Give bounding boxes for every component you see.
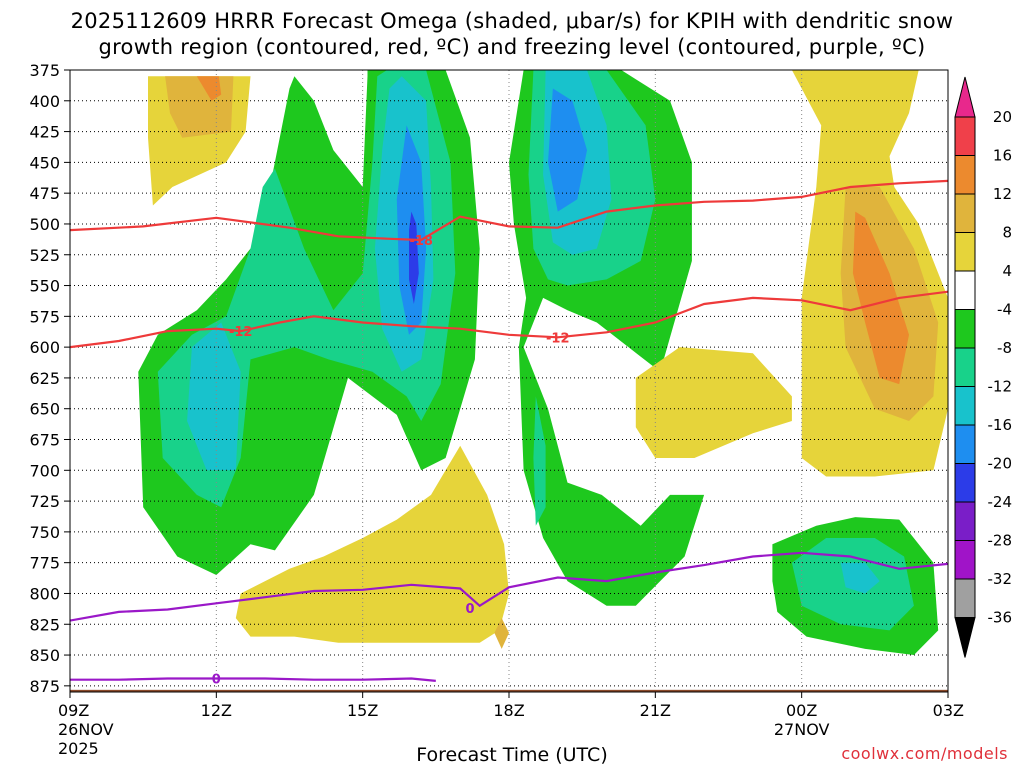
source-credit: coolwx.com/models	[841, 744, 1008, 763]
y-tick-label-450: 450	[29, 153, 60, 172]
colorbar-label-2: 12	[993, 185, 1012, 203]
y-tick-label-650: 650	[29, 400, 60, 419]
ground-band	[70, 689, 948, 692]
omega-region-2	[196, 76, 222, 101]
y-tick-label-425: 425	[29, 123, 60, 142]
omega-region-14	[235, 445, 510, 643]
y-tick-label-500: 500	[29, 215, 60, 234]
dgz-contour-line-1	[70, 290, 948, 349]
colorbar-label-12: -32	[988, 570, 1013, 588]
x-tick-label-12: 21Z	[640, 701, 671, 720]
colorbar-bin-6	[954, 347, 976, 387]
y-tick-label-875: 875	[29, 677, 60, 696]
colorbar-bin-7	[954, 386, 976, 426]
colorbar-bin-12	[954, 578, 976, 618]
dgz-contour-label-1-0: -12	[546, 331, 570, 346]
colorbar-label-7: -12	[988, 378, 1013, 396]
y-tick-label-775: 775	[29, 554, 60, 573]
x-tick-date-0: 26NOV	[58, 720, 114, 739]
omega-region-12	[548, 88, 587, 212]
contours: -18 -12 -12 0 0	[70, 179, 948, 687]
colorbar: 20 16 12 8 4 -4 -8 -12 -16 -20 -24 -28 -32 -36	[954, 76, 1013, 658]
omega-region-22	[840, 562, 880, 594]
freezing-contour-line-1	[70, 677, 436, 682]
x-tick-label-15: 00Z	[786, 701, 817, 720]
colorbar-label-13: -36	[988, 609, 1013, 627]
omega-region-13	[533, 396, 546, 526]
omega-region-15	[494, 618, 509, 649]
colorbar-label-1: 16	[993, 147, 1012, 165]
colorbar-label-8: -16	[988, 416, 1013, 434]
dgz-contour-label-1-1: -12	[229, 325, 253, 340]
y-tick-label-550: 550	[29, 277, 60, 296]
omega-region-6	[187, 322, 241, 471]
y-tick-label-525: 525	[29, 246, 60, 265]
x-tick-label-9: 18Z	[493, 701, 524, 720]
omega-shading	[138, 70, 948, 655]
dgz-contour-label-0-0: -18	[409, 234, 433, 249]
y-tick-label-700: 700	[29, 461, 60, 480]
colorbar-label-9: -20	[988, 455, 1013, 473]
y-tick-label-800: 800	[29, 584, 60, 603]
title-line-2: growth region (contoured, red, ºC) and f…	[98, 35, 926, 59]
y-tick-label-825: 825	[29, 615, 60, 634]
colorbar-bin-8	[954, 424, 976, 464]
y-tick-label-675: 675	[29, 431, 60, 450]
y-tick-label-475: 475	[29, 184, 60, 203]
colorbar-bin-11	[954, 540, 976, 580]
dgz-contour-line-0	[70, 179, 948, 242]
colorbar-bin-10	[954, 501, 976, 541]
y-tick-label-625: 625	[29, 369, 60, 388]
colorbar-bin-9	[954, 463, 976, 503]
y-tick-label-750: 750	[29, 523, 60, 542]
y-axis: 375 400 425 450 475 500 525 550 575 600 625 650 675 7…	[29, 61, 70, 696]
colorbar-arrow-top	[954, 76, 976, 118]
freezing-contour-label-0-0: 0	[465, 602, 474, 617]
freezing-contour-label-1-0: 0	[212, 672, 221, 687]
y-tick-label-725: 725	[29, 492, 60, 511]
colorbar-bin-5	[954, 309, 976, 349]
omega-region-16	[635, 347, 792, 458]
colorbar-arrow-bottom	[954, 617, 976, 658]
x-tick-label-18: 03Z	[933, 701, 964, 720]
x-tick-label-3: 12Z	[201, 701, 232, 720]
omega-region-8	[409, 211, 419, 304]
colorbar-label-3: 8	[1002, 224, 1012, 242]
x-tick-label-0: 09Z	[58, 701, 89, 720]
x-tick-label-6: 15Z	[347, 701, 378, 720]
colorbar-label-11: -28	[988, 532, 1013, 550]
freezing-contour-line-0	[70, 551, 948, 622]
colorbar-bin-4	[954, 270, 976, 310]
colorbar-label-0: 20	[993, 108, 1012, 126]
y-tick-label-400: 400	[29, 92, 60, 111]
chart-title: 2025112609 HRRR Forecast Omega (shaded, …	[0, 8, 1024, 60]
y-tick-label-375: 375	[29, 61, 60, 80]
colorbar-label-10: -24	[988, 493, 1013, 511]
colorbar-bin-1	[954, 155, 976, 195]
x-tick-date-15: 27NOV	[774, 720, 830, 739]
colorbar-bin-0	[954, 116, 976, 156]
ground-layer	[70, 689, 948, 692]
colorbar-label-5: -4	[997, 301, 1012, 319]
colorbar-bin-3	[954, 232, 976, 272]
y-tick-label-575: 575	[29, 307, 60, 326]
colorbar-label-6: -8	[997, 339, 1012, 357]
colorbar-bin-2	[954, 193, 976, 233]
x-axis-title: Forecast Time (UTC)	[416, 744, 608, 766]
title-line-1: 2025112609 HRRR Forecast Omega (shaded, …	[70, 9, 954, 33]
colorbar-label-4: 4	[1002, 262, 1012, 280]
y-tick-label-600: 600	[29, 338, 60, 357]
x-tick-year-0: 2025	[58, 739, 99, 758]
y-tick-label-850: 850	[29, 646, 60, 665]
